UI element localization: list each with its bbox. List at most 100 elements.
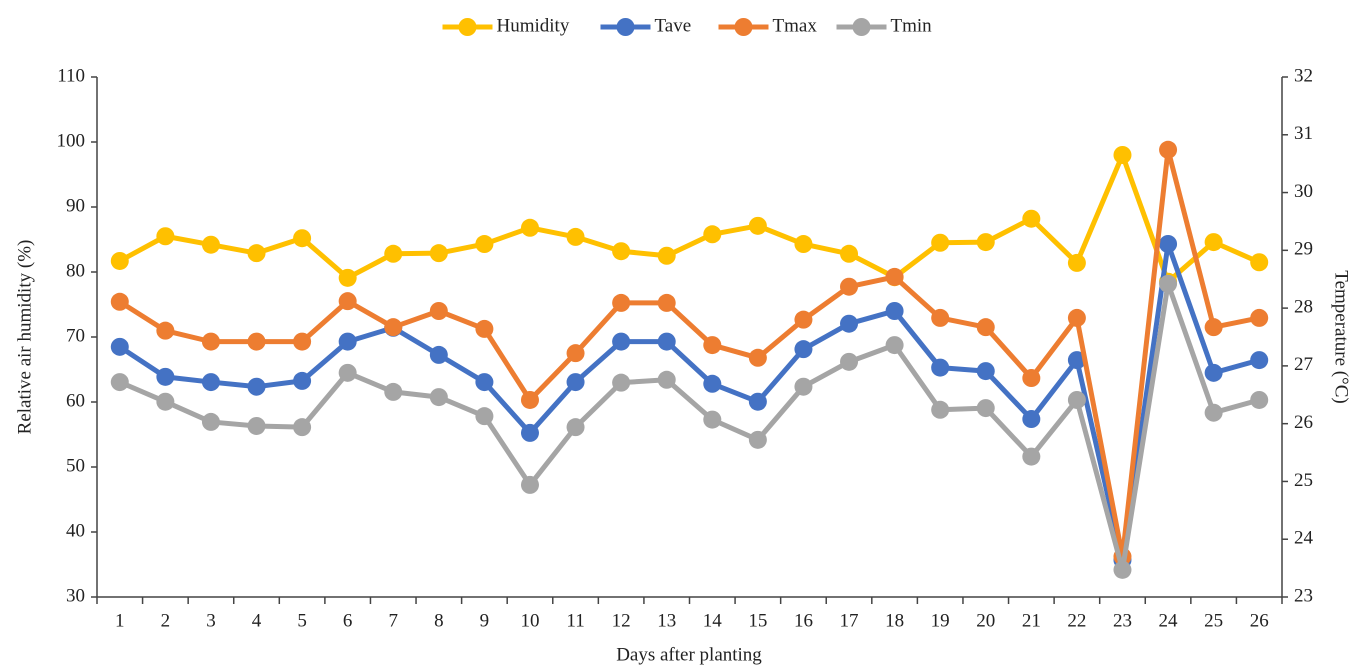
point — [384, 244, 403, 263]
x-axis-label: Days after planting — [616, 644, 762, 665]
point — [475, 319, 494, 338]
point — [201, 332, 220, 351]
y2-axis-label: Temperature (°C) — [1331, 270, 1352, 403]
legend-marker — [734, 18, 753, 36]
x-tick-label: 11 — [566, 610, 584, 631]
x-tick-label: 3 — [206, 610, 216, 631]
point — [156, 227, 175, 246]
point — [1022, 447, 1041, 466]
y2-tick-label: 28 — [1294, 296, 1313, 317]
x-tick-label: 18 — [885, 610, 904, 631]
y-tick-label: 40 — [66, 520, 85, 541]
point — [293, 418, 312, 437]
point — [566, 418, 585, 437]
point — [520, 475, 539, 494]
point — [429, 345, 448, 364]
point — [840, 314, 859, 333]
point — [840, 352, 859, 371]
point — [794, 235, 813, 254]
point — [1250, 308, 1269, 327]
point — [201, 373, 220, 392]
point — [566, 373, 585, 392]
point — [338, 268, 357, 287]
x-tick-label: 14 — [703, 610, 723, 631]
point — [1159, 140, 1178, 159]
x-tick-label: 26 — [1250, 610, 1269, 631]
point — [475, 373, 494, 392]
x-tick-label: 10 — [520, 610, 539, 631]
point — [748, 348, 767, 367]
point — [931, 400, 950, 419]
point — [247, 332, 266, 351]
x-tick-label: 4 — [252, 610, 262, 631]
point — [612, 373, 631, 392]
point — [794, 310, 813, 329]
point — [1067, 390, 1086, 409]
point — [794, 340, 813, 359]
legend-marker — [616, 18, 635, 36]
y2-tick-label: 27 — [1294, 354, 1313, 375]
point — [612, 332, 631, 351]
point — [748, 430, 767, 449]
point — [657, 293, 676, 312]
point — [1113, 146, 1132, 164]
point — [1159, 274, 1178, 293]
x-tick-label: 17 — [840, 610, 859, 631]
point — [612, 293, 631, 312]
point — [293, 229, 312, 248]
y-tick-label: 50 — [66, 455, 85, 476]
point — [612, 242, 631, 261]
legend-label: Tave — [655, 15, 692, 36]
y-tick-label: 80 — [66, 260, 85, 281]
point — [201, 235, 220, 254]
x-tick-label: 21 — [1022, 610, 1041, 631]
series-line — [118, 152, 1261, 285]
y2-tick-label: 25 — [1294, 470, 1313, 491]
point — [840, 277, 859, 296]
point — [840, 244, 859, 263]
point — [201, 412, 220, 431]
point — [429, 388, 448, 407]
point — [156, 367, 175, 386]
point — [429, 302, 448, 320]
point — [885, 336, 904, 355]
point — [156, 392, 175, 411]
point — [566, 227, 585, 246]
point — [703, 336, 722, 355]
point — [1250, 351, 1269, 370]
x-tick-label: 22 — [1067, 610, 1086, 631]
y-tick-label: 70 — [66, 325, 85, 346]
point — [1067, 253, 1086, 272]
series-line — [118, 147, 1260, 560]
point — [1022, 209, 1041, 228]
point — [657, 246, 676, 265]
point — [657, 370, 676, 389]
point — [247, 416, 266, 435]
x-tick-label: 1 — [115, 610, 125, 631]
x-tick-label: 16 — [794, 610, 813, 631]
point — [475, 407, 494, 426]
point — [1067, 308, 1086, 327]
point — [520, 423, 539, 442]
y-tick-label: 110 — [57, 65, 85, 86]
legend-label: Humidity — [497, 15, 570, 36]
point — [293, 371, 312, 390]
legend-label: Tmax — [773, 15, 818, 36]
point — [429, 244, 448, 263]
point — [657, 332, 676, 351]
x-tick-label: 23 — [1113, 610, 1132, 631]
point — [748, 216, 767, 235]
point — [976, 362, 995, 381]
point — [110, 337, 129, 356]
point — [703, 225, 722, 244]
x-tick-label: 24 — [1159, 610, 1179, 631]
x-tick-label: 20 — [976, 610, 995, 631]
x-tick-label: 7 — [389, 610, 399, 631]
point — [1204, 363, 1223, 382]
point — [931, 233, 950, 252]
point — [1113, 560, 1132, 579]
point — [520, 218, 539, 237]
point — [931, 358, 950, 377]
point — [520, 390, 539, 409]
point — [1067, 351, 1086, 370]
